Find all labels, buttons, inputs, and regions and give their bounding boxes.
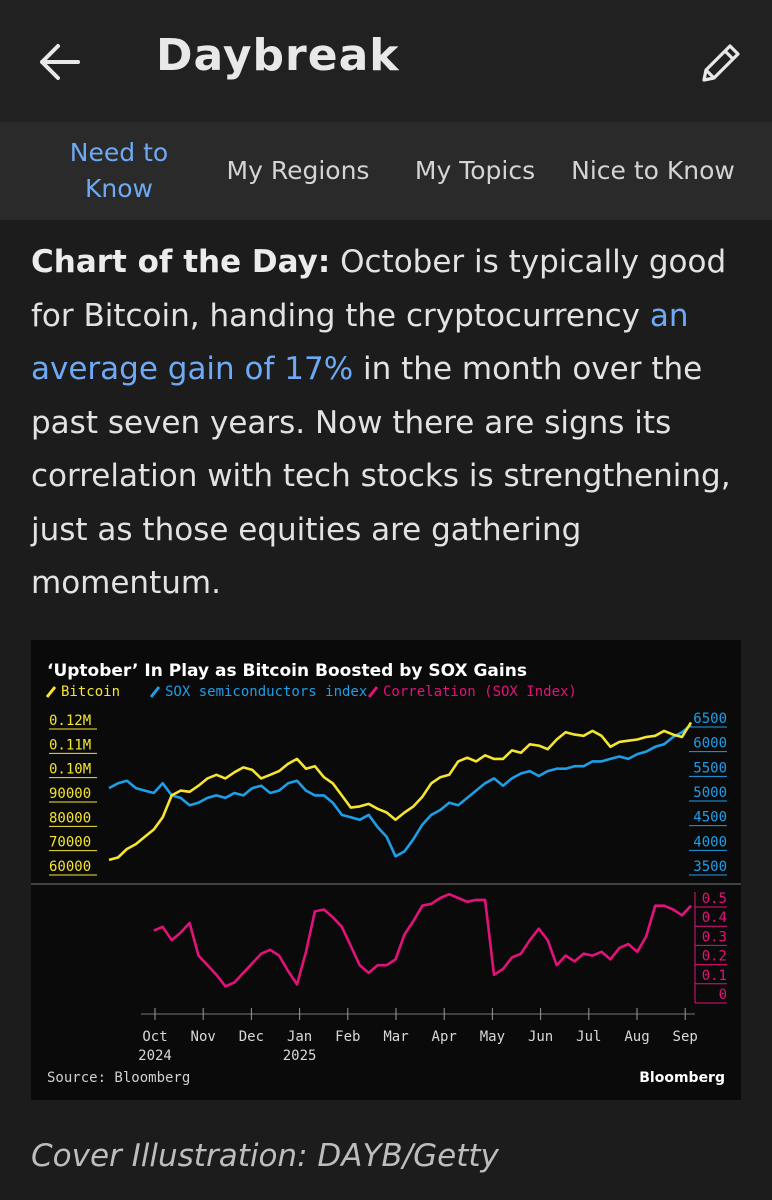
x-axis-tick-label: Oct [142, 1029, 167, 1045]
right-axis-tick-label: 6500 [693, 711, 727, 727]
left-axis-tick-label: 0.12M [49, 713, 91, 729]
page-title: Daybreak [156, 30, 400, 81]
correlation-axis-tick-label: 0.2 [702, 949, 727, 965]
right-axis-tick-label: 4000 [693, 834, 727, 850]
x-axis-tick-label: Aug [624, 1029, 649, 1045]
article-body: Chart of the Day: October is typically g… [31, 236, 741, 611]
x-axis-tick-label: Mar [383, 1029, 408, 1045]
chart-lines [108, 721, 693, 988]
right-axis-tick-label: 6000 [693, 736, 727, 752]
x-axis-tick-label: Sep [673, 1029, 698, 1045]
right-axis-tick-label: 5000 [693, 785, 727, 801]
bitcoin-line [108, 721, 693, 862]
x-axis-tick-label: Jun [528, 1029, 553, 1045]
article-lead: Chart of the Day: [31, 244, 331, 280]
left-axis-tick-label: 60000 [49, 859, 91, 875]
cover-caption: Cover Illustration: DAYB/Getty [31, 1138, 499, 1174]
left-axis-tick-label: 0.10M [49, 762, 91, 778]
x-axis-tick-label: Nov [191, 1029, 216, 1045]
chart-legend: Bitcoin SOX semiconductors index Correlati… [45, 684, 577, 700]
x-axis-year-label: 2025 [283, 1048, 317, 1064]
legend-swatch [367, 686, 379, 698]
legend-label: Bitcoin [61, 684, 120, 700]
left-axis-tick-label: 0.11M [49, 737, 91, 753]
chart-title: ‘Uptober’ In Play as Bitcoin Boosted by … [47, 661, 527, 681]
article-link[interactable]: an average gain of 17% [31, 297, 689, 388]
tab-nice-to-know[interactable]: Nice to Know [571, 156, 735, 185]
x-axis-tick-label: Jan [287, 1029, 312, 1045]
x-axis-year-label: 2024 [138, 1048, 172, 1064]
correlation-line [153, 892, 692, 988]
chart-source: Source: Bloomberg [47, 1070, 190, 1086]
tab-need-to-know[interactable]: Need to Know [69, 138, 169, 203]
article-text: in the month over the past seven years. … [31, 351, 731, 601]
edit-button[interactable] [696, 38, 746, 88]
chart-canvas: ‘Uptober’ In Play as Bitcoin Boosted by … [31, 661, 741, 1086]
legend-label: Correlation (SOX Index) [383, 684, 577, 700]
x-axis-tick-label: Dec [239, 1029, 264, 1045]
x-axis-tick-label: Feb [335, 1029, 360, 1045]
tab-my-topics[interactable]: My Topics [414, 156, 536, 185]
x-axis-tick-label: Apr [432, 1029, 457, 1045]
app-header: Daybreak [0, 0, 772, 122]
right-axis-tick-label: 4500 [693, 810, 727, 826]
legend-label: SOX semiconductors index [165, 684, 367, 700]
x-axis-tick-label: May [480, 1029, 505, 1045]
correlation-axis-tick-label: 0 [719, 987, 727, 1003]
legend-swatch [45, 686, 57, 698]
correlation-axis-tick-label: 0.4 [702, 910, 727, 926]
article-text: October is typically good for Bitcoin, h… [31, 244, 727, 334]
bloomberg-logo: Bloomberg [639, 1070, 725, 1086]
left-axis-tick-label: 90000 [49, 786, 91, 802]
sox-line [108, 723, 692, 858]
chart-of-the-day: ‘Uptober’ In Play as Bitcoin Boosted by … [31, 640, 741, 1100]
back-button[interactable] [36, 40, 84, 84]
x-axis-tick-label: Jul [576, 1029, 601, 1045]
correlation-axis-tick-label: 0.3 [702, 929, 727, 945]
right-axis-tick-label: 3500 [693, 859, 727, 875]
left-axis-tick-label: 70000 [49, 835, 91, 851]
section-tabs: Need to Know My Regions My Topics Nice t… [0, 122, 772, 220]
legend-swatch [149, 686, 161, 698]
correlation-axis-tick-label: 0.1 [702, 968, 727, 984]
chart-axes: 0.12M0.11M0.10M9000080000700006000065006… [31, 711, 741, 1064]
right-axis-tick-label: 5500 [693, 760, 727, 776]
pencil-icon [702, 44, 740, 82]
tab-my-regions[interactable]: My Regions [226, 156, 370, 185]
correlation-axis-tick-label: 0.5 [702, 891, 727, 907]
back-arrow-icon [40, 44, 80, 80]
left-axis-tick-label: 80000 [49, 810, 91, 826]
